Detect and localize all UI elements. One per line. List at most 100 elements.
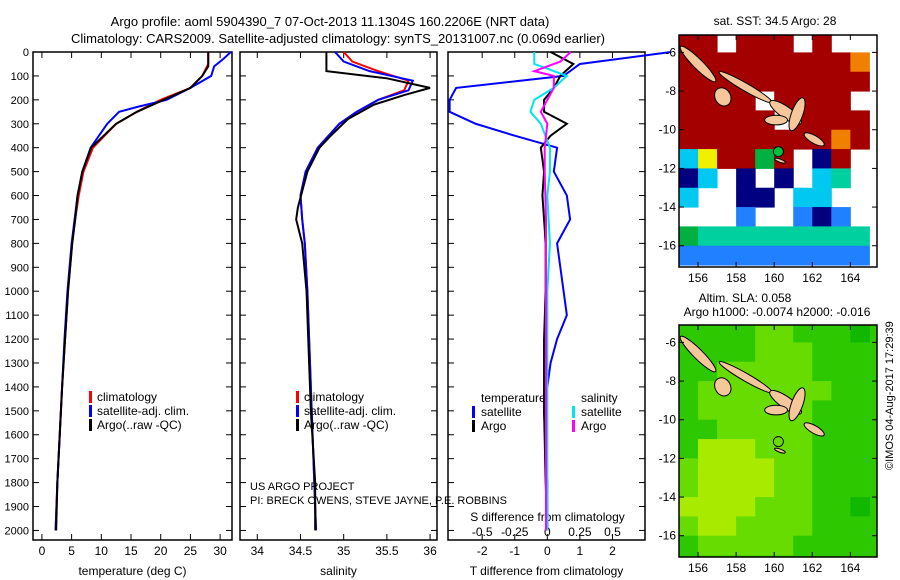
lat-tick-label: -10 — [659, 123, 677, 137]
map-cell — [736, 149, 756, 169]
map-frame — [678, 324, 878, 558]
map-cell — [831, 245, 851, 266]
lat-tick-label: -14 — [659, 200, 677, 214]
x-axis-label: temperature (deg C) — [78, 564, 186, 578]
map-cell — [698, 400, 718, 421]
map-cell — [850, 342, 870, 363]
lat-tick-label: -8 — [665, 374, 676, 388]
map-frame — [678, 34, 878, 268]
map-cell — [698, 245, 718, 266]
map-cell — [698, 35, 718, 53]
map-cell — [774, 52, 794, 73]
series-line-argo-raw-qc- — [295, 52, 431, 531]
x-tick-label: 5 — [68, 544, 75, 558]
map-cell — [850, 129, 870, 150]
map-cell — [755, 226, 775, 247]
map-cell — [774, 129, 794, 150]
lat-tick-label: -16 — [659, 529, 677, 543]
series-line-argo-raw-qc- — [55, 52, 210, 531]
map-cell — [774, 226, 794, 247]
series-line-temperature-satellite — [448, 51, 672, 531]
map-cell — [679, 110, 699, 131]
map-cell — [736, 516, 756, 537]
y-tick-label: 1700 — [5, 454, 29, 466]
map-cell — [679, 516, 699, 537]
map-cell — [774, 458, 794, 479]
legend-title: salinity — [581, 391, 618, 405]
map-cell — [774, 168, 794, 189]
map-cell — [698, 149, 718, 169]
map-cell — [755, 458, 775, 479]
map-cell — [755, 419, 775, 440]
y-tick-label: 1300 — [5, 358, 29, 370]
legend-label: Argo — [581, 419, 607, 433]
map-cell — [736, 535, 756, 556]
map-cell — [698, 129, 718, 150]
map-cell — [850, 52, 870, 73]
x-tick-label: 15 — [124, 544, 138, 558]
map-cell — [717, 52, 737, 73]
map-cell — [831, 226, 851, 247]
map-cell — [736, 342, 756, 363]
map-cell — [831, 325, 851, 343]
island-shape — [714, 87, 732, 107]
map-cell — [755, 129, 775, 150]
map-cell — [812, 400, 832, 421]
map-cell — [774, 497, 794, 517]
map-cell — [717, 477, 737, 498]
map-cell — [831, 458, 851, 479]
map-cell — [831, 91, 851, 111]
map-cell — [698, 477, 718, 498]
map-cell — [679, 419, 699, 440]
map-cell — [812, 381, 832, 401]
x-tick-label: 25 — [184, 544, 198, 558]
map-cell — [717, 497, 737, 517]
y-tick-label: 0 — [23, 47, 29, 59]
x-tick-label: 0 — [544, 544, 551, 558]
map-cell — [679, 458, 699, 479]
y-tick-label: 600 — [11, 191, 29, 203]
lon-tick-label: 162 — [802, 271, 822, 285]
map-cell — [755, 187, 775, 208]
map-cell — [831, 381, 851, 401]
profile-panel-2: 34 34.5 35 35.5 36 salinity climatologysatelli… — [239, 51, 438, 578]
map-cell — [812, 71, 832, 92]
x-tick-label: -2 — [477, 544, 488, 558]
map-cell — [812, 149, 832, 169]
argo-position-marker — [772, 436, 784, 448]
lon-tick-label: 156 — [688, 561, 708, 575]
map-cell — [812, 516, 832, 537]
map-cell — [850, 419, 870, 440]
map-cell — [698, 497, 718, 517]
map-cell — [717, 342, 737, 363]
map-cell — [717, 325, 737, 343]
title-line-1: Argo profile: aoml 5904390_7 07-Oct-2013… — [111, 14, 550, 29]
y-tick-label: 1200 — [5, 334, 29, 346]
map-cell — [850, 325, 870, 343]
map-cell — [698, 419, 718, 440]
x-tick-label: 35 — [337, 544, 351, 558]
legend-swatch — [89, 405, 92, 417]
lon-tick-label: 160 — [764, 271, 784, 285]
map-cell — [717, 149, 737, 169]
map-cell — [850, 71, 870, 92]
map-cell — [679, 187, 699, 208]
map-cell — [793, 458, 813, 479]
map-cells — [679, 35, 870, 266]
map-cell — [793, 361, 813, 382]
map-cell — [850, 381, 870, 401]
plot-frame — [32, 51, 233, 541]
map-cell — [812, 245, 832, 266]
legend-label: climatology — [97, 390, 157, 404]
map-cell — [831, 535, 851, 556]
map-cell — [812, 52, 832, 73]
map-cell — [679, 149, 699, 169]
y-tick-label: 200 — [11, 95, 29, 107]
map-cell — [850, 361, 870, 382]
map-cell — [774, 535, 794, 556]
map-cell — [755, 477, 775, 498]
y-tick-label: 1800 — [5, 478, 29, 490]
x2-tick-label: -0.25 — [501, 525, 529, 539]
timestamp: ©IMOS 04-Aug-2017 17:29:39 — [884, 321, 896, 470]
